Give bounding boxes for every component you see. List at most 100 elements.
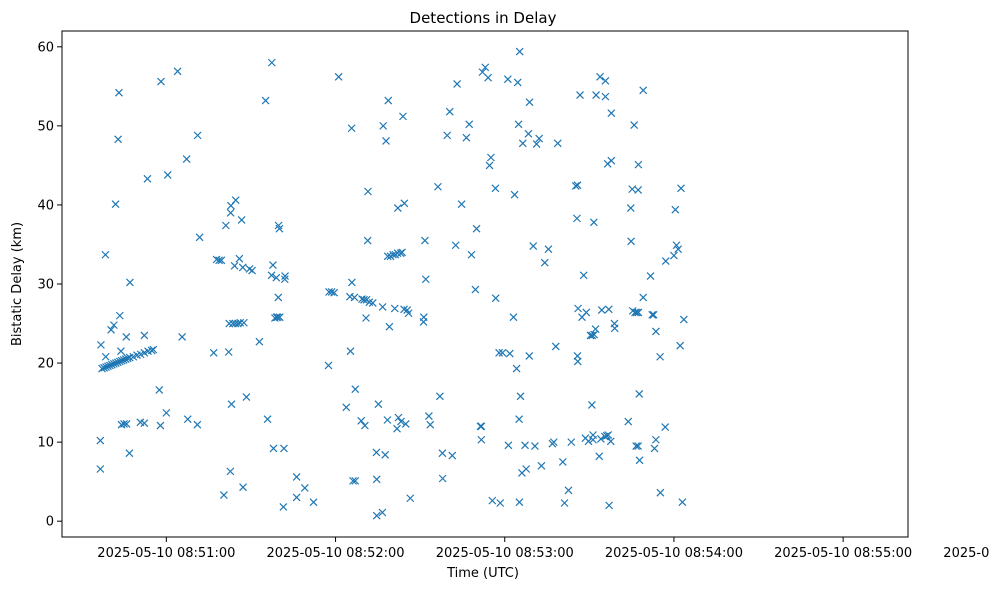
data-point xyxy=(393,204,402,213)
data-point xyxy=(457,200,466,209)
data-point xyxy=(102,363,110,371)
data-point xyxy=(448,451,457,460)
data-point xyxy=(582,308,591,317)
data-point xyxy=(334,72,343,81)
data-point xyxy=(147,346,156,355)
data-point xyxy=(122,333,131,341)
data-point xyxy=(544,245,553,254)
data-point xyxy=(121,355,130,364)
data-point xyxy=(521,441,529,450)
data-point xyxy=(498,348,507,357)
x-tick-label: 2025-05-10 08:54:00 xyxy=(605,546,743,561)
data-point xyxy=(515,498,524,507)
data-point xyxy=(462,133,471,142)
data-point xyxy=(514,120,523,129)
data-point xyxy=(140,419,149,428)
data-point xyxy=(363,236,372,245)
data-point xyxy=(601,76,610,85)
data-point xyxy=(163,170,172,179)
data-point xyxy=(224,348,233,356)
data-point xyxy=(272,313,281,322)
data-point xyxy=(626,204,635,213)
data-point xyxy=(604,305,613,314)
data-point xyxy=(551,342,560,351)
data-point xyxy=(394,413,403,422)
data-point xyxy=(540,258,549,267)
data-point xyxy=(114,135,123,144)
data-point xyxy=(573,214,581,223)
x-axis: 2025-05-10 08:51:00 2025-05-10 08:52:00 20… xyxy=(97,537,989,561)
data-point xyxy=(292,472,301,481)
data-point xyxy=(496,499,505,507)
data-point xyxy=(573,357,582,366)
data-point xyxy=(126,278,134,287)
data-point xyxy=(162,408,171,417)
data-point xyxy=(122,420,131,428)
data-point xyxy=(597,306,606,315)
data-point xyxy=(421,275,430,284)
data-point xyxy=(471,285,480,294)
y-tick-label: 50 xyxy=(37,119,54,134)
data-point xyxy=(503,75,512,84)
data-point xyxy=(226,208,235,217)
data-point xyxy=(115,88,123,97)
data-point xyxy=(143,174,152,183)
data-point xyxy=(532,140,541,148)
data-point xyxy=(591,325,600,333)
data-point xyxy=(117,356,126,365)
data-point xyxy=(674,245,683,254)
data-point xyxy=(398,248,407,257)
data-point xyxy=(606,437,615,446)
data-point xyxy=(357,416,366,425)
data-point xyxy=(576,91,584,99)
data-point xyxy=(635,456,644,465)
data-point xyxy=(610,324,619,333)
data-point xyxy=(400,199,409,208)
data-point xyxy=(104,362,112,371)
data-point xyxy=(109,359,118,368)
data-point xyxy=(267,271,276,280)
data-point xyxy=(627,237,636,246)
data-point xyxy=(123,354,132,363)
data-point xyxy=(173,67,182,76)
data-point xyxy=(292,493,301,502)
data-point xyxy=(435,392,444,401)
data-point xyxy=(592,91,601,99)
data-point xyxy=(275,224,284,233)
data-point xyxy=(109,321,118,330)
data-point xyxy=(537,461,546,470)
data-point xyxy=(607,109,616,118)
data-point xyxy=(485,161,494,170)
x-tick-label: 2025-05-10 08:52:00 xyxy=(267,546,405,561)
data-point xyxy=(261,96,270,105)
data-point xyxy=(372,448,381,457)
data-point xyxy=(273,313,282,322)
data-point xyxy=(438,449,447,458)
data-point xyxy=(424,412,433,420)
data-point xyxy=(651,435,660,444)
data-point xyxy=(231,196,240,205)
data-point xyxy=(525,98,534,107)
data-point xyxy=(510,190,519,199)
data-point xyxy=(98,364,106,373)
data-point xyxy=(347,124,356,133)
data-point xyxy=(445,107,454,116)
x-tick-label: 2025-05-10 08:55:00 xyxy=(774,546,912,561)
data-point xyxy=(183,415,192,424)
data-point xyxy=(280,275,289,284)
data-point xyxy=(515,415,524,424)
data-point xyxy=(96,436,105,445)
data-point xyxy=(607,156,616,165)
data-point xyxy=(255,337,264,346)
data-point xyxy=(661,257,670,265)
data-point xyxy=(263,415,272,424)
data-point xyxy=(515,47,524,56)
data-point xyxy=(488,496,497,505)
data-point xyxy=(656,488,665,497)
data-point xyxy=(96,340,105,349)
data-point xyxy=(438,474,447,483)
data-point xyxy=(193,131,202,140)
data-point xyxy=(119,355,128,364)
data-point xyxy=(280,444,288,453)
data-point xyxy=(381,450,390,459)
